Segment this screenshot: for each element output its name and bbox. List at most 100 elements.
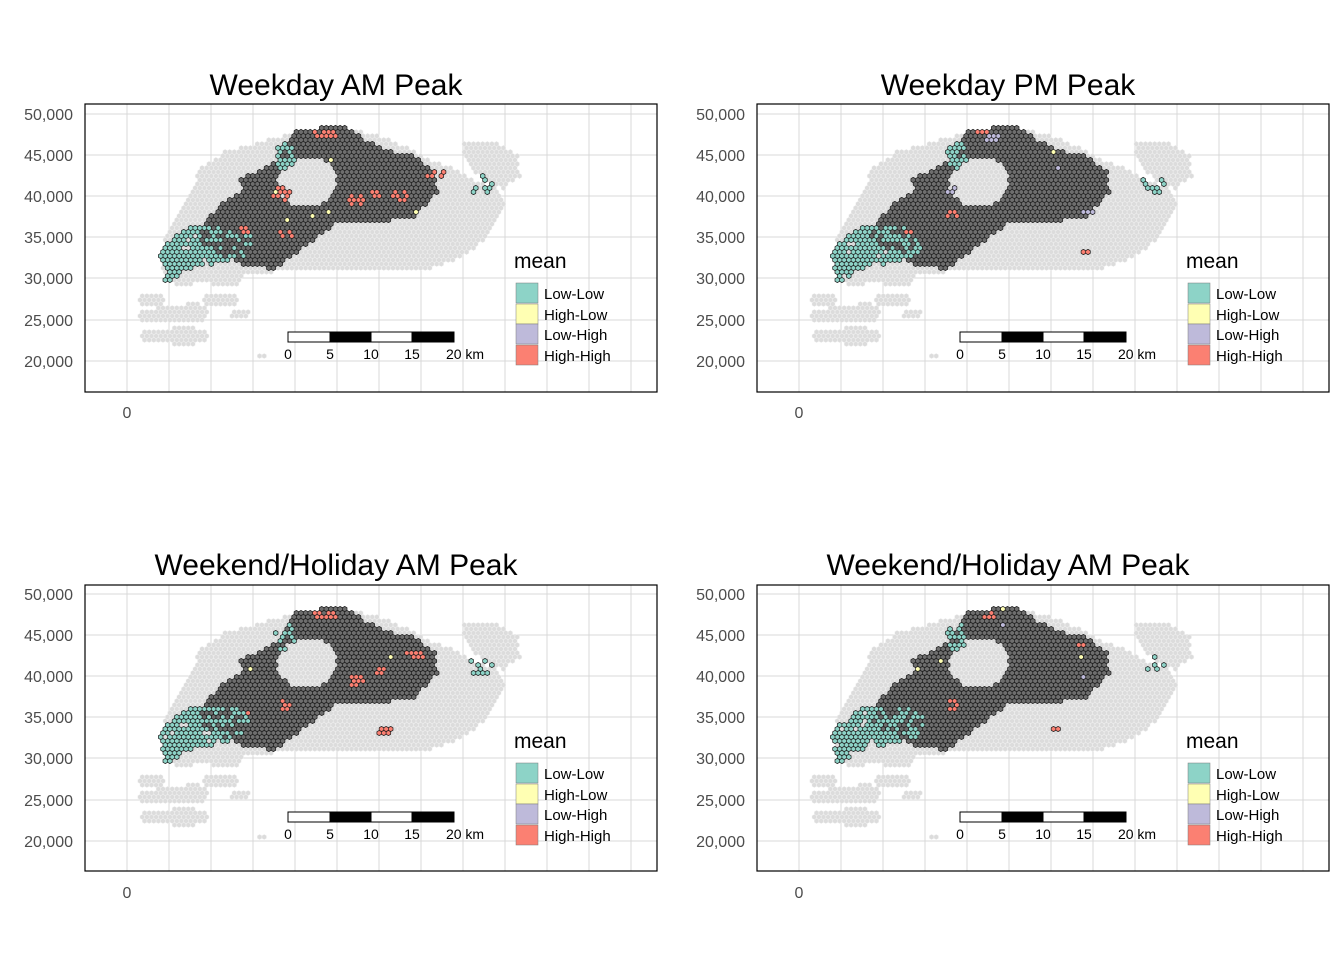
hex-class-hl: [1050, 148, 1057, 156]
panel-title: Weekday PM Peak: [881, 69, 1137, 102]
legend-swatch-high-high: [515, 824, 539, 846]
y-tick-label: 45,000: [696, 148, 745, 165]
scale-label: 5: [998, 346, 1006, 362]
y-axis: 50,000 45,000 40,000 35,000 30,000 25,00…: [696, 107, 745, 371]
legend-label: Low-Low: [1216, 286, 1276, 303]
legend-swatch-low-high: [1187, 323, 1211, 345]
scale-label: 15: [1076, 826, 1092, 842]
hex-class-ns: [199, 124, 440, 272]
legend-swatch-low-low: [1187, 282, 1211, 304]
hex-class-ll: [830, 621, 1167, 765]
hex-class-ns: [199, 605, 440, 753]
panel-title: Weekend/Holiday AM Peak: [155, 549, 519, 582]
legend-title: mean: [1186, 250, 1239, 273]
y-tick-label: 50,000: [24, 587, 73, 604]
hex-class-hl: [247, 653, 394, 673]
y-tick-label: 25,000: [24, 793, 73, 810]
y-tick-label: 20,000: [24, 354, 73, 371]
legend-label: High-High: [1216, 348, 1283, 365]
hex-class-hl: [273, 156, 419, 224]
hex-background: [809, 129, 1194, 359]
x-tick-label: 0: [123, 885, 132, 902]
y-axis: 50,000 45,000 40,000 35,000 30,000 25,00…: [696, 587, 745, 851]
y-tick-label: 45,000: [696, 628, 745, 645]
y-tick-label: 40,000: [696, 189, 745, 206]
y-tick-label: 25,000: [696, 313, 745, 330]
hex-class-hl: [915, 605, 1084, 673]
scale-label: 0: [956, 826, 964, 842]
hex-class-hh: [245, 609, 426, 737]
scale-label: 5: [998, 826, 1006, 842]
y-tick-label: 40,000: [24, 189, 73, 206]
legend-label: High-Low: [544, 787, 608, 804]
y-tick-label: 20,000: [696, 834, 745, 851]
scale-label: 20 km: [1118, 346, 1156, 362]
legend-swatch-low-low: [1187, 762, 1211, 784]
scale-label: 20 km: [1118, 826, 1156, 842]
y-tick-label: 30,000: [696, 271, 745, 288]
y-tick-label: 35,000: [24, 710, 73, 727]
legend: mean Low-Low High-Low Low-High High-High: [1186, 250, 1283, 366]
y-tick-label: 20,000: [24, 834, 73, 851]
legend-swatch-low-high: [515, 803, 539, 825]
legend-title: mean: [514, 250, 567, 273]
scale-bar: 0 5 10 15 20 km: [284, 811, 484, 842]
legend: mean Low-Low High-Low Low-High High-High: [514, 730, 611, 846]
scale-label: 0: [284, 346, 292, 362]
legend-label: Low-Low: [1216, 766, 1276, 783]
scale-label: 15: [404, 826, 420, 842]
y-tick-label: 35,000: [24, 230, 73, 247]
legend-swatch-high-high: [515, 344, 539, 366]
panel-border: [756, 103, 1330, 393]
legend-label: High-Low: [544, 307, 608, 324]
hex-class-ll: [830, 140, 1167, 284]
legend-swatch-high-low: [1187, 303, 1211, 325]
legend-swatch-high-low: [515, 303, 539, 325]
legend-label: High-High: [1216, 828, 1283, 845]
y-tick-label: 35,000: [696, 710, 745, 727]
legend-swatch-low-low: [515, 762, 539, 784]
scale-label: 15: [404, 346, 420, 362]
hex-class-hh: [238, 128, 447, 240]
legend-label: Low-Low: [544, 286, 604, 303]
panel-border: [756, 584, 1330, 872]
hex-class-ns: [871, 605, 1112, 753]
scale-label: 15: [1076, 346, 1092, 362]
legend-label: Low-High: [1216, 807, 1279, 824]
scale-bar: 0 5 10 15 20 km: [956, 811, 1156, 842]
legend: mean Low-Low High-Low Low-High High-High: [1186, 730, 1283, 846]
hex-class-hh: [947, 609, 1087, 733]
legend-title: mean: [514, 730, 567, 753]
x-tick-label: 0: [795, 405, 804, 422]
y-axis: 50,000 45,000 40,000 35,000 30,000 25,00…: [24, 587, 73, 851]
hexagon-layer: [809, 605, 1194, 840]
y-tick-label: 45,000: [24, 148, 73, 165]
x-tick-label: 0: [795, 885, 804, 902]
legend-label: High-High: [544, 348, 611, 365]
map-panel-weekday-pm: Weekday PM Peak 50,000 45,000 40,000 35,…: [696, 69, 1330, 422]
y-tick-label: 50,000: [24, 107, 73, 124]
legend-label: High-Low: [1216, 307, 1280, 324]
legend-label: High-High: [544, 828, 611, 845]
y-tick-label: 20,000: [696, 354, 745, 371]
y-tick-label: 45,000: [24, 628, 73, 645]
scale-label: 0: [284, 826, 292, 842]
x-tick-label: 0: [123, 405, 132, 422]
y-tick-label: 40,000: [696, 669, 745, 686]
y-tick-label: 30,000: [24, 271, 73, 288]
scale-bar: 0 5 10 15 20 km: [956, 331, 1156, 362]
legend-label: Low-High: [544, 327, 607, 344]
panel-border: [84, 103, 658, 393]
panel-border: [84, 584, 658, 872]
scale-label: 5: [326, 346, 334, 362]
scale-label: 10: [1035, 826, 1051, 842]
hex-class-hh: [903, 128, 1091, 256]
y-tick-label: 40,000: [24, 669, 73, 686]
legend-swatch-low-low: [515, 282, 539, 304]
legend-label: Low-High: [544, 807, 607, 824]
map-panel-weekend-am: Weekend/Holiday AM Peak 50,000 45,000 40…: [24, 549, 658, 902]
scale-bar: 0 5 10 15 20 km: [284, 331, 484, 362]
hex-class-ns: [869, 124, 1112, 272]
legend-swatch-low-high: [1187, 803, 1211, 825]
scale-label: 20 km: [446, 826, 484, 842]
